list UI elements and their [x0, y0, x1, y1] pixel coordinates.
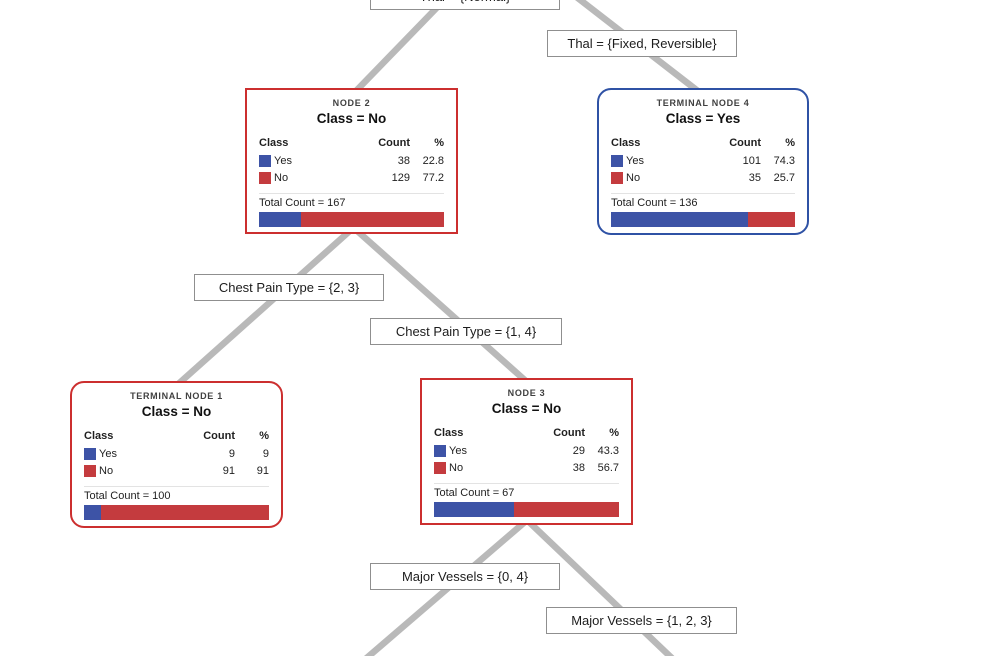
class-header-cell: Class	[611, 137, 641, 149]
row-count: 91	[222, 465, 235, 477]
bar-yes-segment	[611, 212, 748, 227]
class-row-yes: Yes 38 22.8	[259, 153, 444, 169]
row-pct: 56.7	[597, 462, 619, 474]
row-pct: 77.2	[422, 172, 444, 184]
row-count: 38	[572, 462, 585, 474]
class-row-no: No 35 25.7	[611, 170, 795, 186]
pct-header-cell: %	[785, 137, 795, 149]
tree-terminal-node-1[interactable]: TERMINAL NODE 1 Class = No Class Count %…	[70, 381, 283, 528]
row-pct: 74.3	[773, 155, 795, 167]
count-header-cell: Count	[729, 137, 761, 149]
yes-color-swatch-icon	[611, 155, 623, 167]
row-label: Yes	[449, 445, 467, 457]
edge-line-node2-to-node3	[352, 226, 530, 385]
row-label: Yes	[99, 448, 117, 460]
row-pct: 91	[256, 465, 269, 477]
total-count-label: Total Count = 167	[259, 193, 444, 209]
class-table-header: Class Count %	[259, 135, 444, 151]
class-row-yes: Yes 101 74.3	[611, 153, 795, 169]
node-title: NODE 2	[332, 98, 371, 108]
edge-label-thal-normal[interactable]: Thal = {Normal}	[370, 0, 560, 10]
class-distribution-bar	[259, 212, 444, 227]
node-title: TERMINAL NODE 1	[130, 391, 223, 401]
node-title: NODE 3	[507, 388, 546, 398]
class-table-header: Class Count %	[434, 425, 619, 441]
bar-no-segment	[514, 502, 619, 517]
row-label: No	[626, 172, 641, 184]
row-label: No	[99, 465, 114, 477]
edge-line-node2-to-terminal1	[173, 226, 355, 389]
no-color-swatch-icon	[611, 172, 623, 184]
count-header-cell: Count	[378, 137, 410, 149]
total-count-label: Total Count = 67	[434, 483, 619, 499]
edge-line-node3-to-right-child	[525, 518, 675, 656]
node-predicted-class: Class = No	[141, 404, 212, 419]
tree-node-2[interactable]: NODE 2 Class = No Class Count % Yes 38 2…	[245, 88, 458, 234]
node-predicted-class: Class = Yes	[665, 111, 741, 126]
class-row-yes: Yes 29 43.3	[434, 443, 619, 459]
tree-node-3[interactable]: NODE 3 Class = No Class Count % Yes 29 4…	[420, 378, 633, 525]
row-label: Yes	[274, 155, 292, 167]
edge-label-chest-pain-type-2-3[interactable]: Chest Pain Type = {2, 3}	[194, 274, 384, 301]
edge-label-major-vessels-1-2-3[interactable]: Major Vessels = {1, 2, 3}	[546, 607, 737, 634]
yes-color-swatch-icon	[259, 155, 271, 167]
count-header-cell: Count	[553, 427, 585, 439]
row-pct: 22.8	[422, 155, 444, 167]
class-header-cell: Class	[259, 137, 289, 149]
no-color-swatch-icon	[434, 462, 446, 474]
bar-yes-segment	[434, 502, 515, 517]
class-row-yes: Yes 9 9	[84, 446, 269, 462]
row-count: 129	[391, 172, 410, 184]
row-count: 38	[397, 155, 410, 167]
total-count-label: Total Count = 100	[84, 486, 269, 502]
row-label: No	[449, 462, 464, 474]
class-row-no: No 129 77.2	[259, 170, 444, 186]
edge-line-node3-to-left-child	[363, 518, 529, 656]
class-row-no: No 38 56.7	[434, 460, 619, 476]
edge-label-major-vessels-0-4[interactable]: Major Vessels = {0, 4}	[370, 563, 560, 590]
class-header-cell: Class	[84, 430, 114, 442]
row-pct: 9	[262, 448, 269, 460]
no-color-swatch-icon	[259, 172, 271, 184]
row-count: 101	[742, 155, 761, 167]
class-table-header: Class Count %	[611, 135, 795, 151]
row-pct: 25.7	[773, 172, 795, 184]
class-header-cell: Class	[434, 427, 464, 439]
yes-color-swatch-icon	[84, 448, 96, 460]
pct-header-cell: %	[434, 137, 444, 149]
class-distribution-bar	[434, 502, 619, 517]
pct-header-cell: %	[259, 430, 269, 442]
bar-no-segment	[747, 212, 795, 227]
node-title: TERMINAL NODE 4	[656, 98, 750, 108]
node-predicted-class: Class = No	[316, 111, 387, 126]
class-row-no: No 91 91	[84, 463, 269, 479]
row-count: 9	[228, 448, 235, 460]
tree-terminal-node-4[interactable]: TERMINAL NODE 4 Class = Yes Class Count …	[597, 88, 809, 235]
pct-header-cell: %	[609, 427, 619, 439]
row-label: No	[274, 172, 289, 184]
yes-color-swatch-icon	[434, 445, 446, 457]
class-distribution-bar	[84, 505, 269, 520]
row-count: 35	[748, 172, 761, 184]
count-header-cell: Count	[203, 430, 235, 442]
edge-line-root-to-node2	[352, 0, 449, 95]
row-pct: 43.3	[597, 445, 619, 457]
bar-no-segment	[301, 212, 444, 227]
edge-label-thal-fixed-reversible[interactable]: Thal = {Fixed, Reversible}	[547, 30, 737, 57]
bar-no-segment	[100, 505, 269, 520]
class-table-header: Class Count %	[84, 428, 269, 444]
class-distribution-bar	[611, 212, 795, 227]
no-color-swatch-icon	[84, 465, 96, 477]
row-label: Yes	[626, 155, 644, 167]
edge-label-chest-pain-type-1-4[interactable]: Chest Pain Type = {1, 4}	[370, 318, 562, 345]
node-predicted-class: Class = No	[491, 401, 562, 416]
total-count-label: Total Count = 136	[611, 193, 795, 209]
row-count: 29	[572, 445, 585, 457]
bar-yes-segment	[84, 505, 101, 520]
bar-yes-segment	[259, 212, 302, 227]
